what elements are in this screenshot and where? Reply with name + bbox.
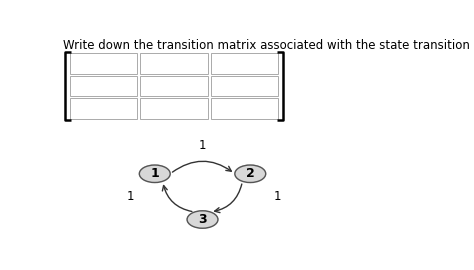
Text: 1: 1 [199,139,206,152]
Text: 1: 1 [127,190,135,203]
Text: 3: 3 [198,213,207,226]
Circle shape [187,211,218,228]
Text: 1: 1 [150,167,159,180]
Bar [70,53,137,74]
FancyArrowPatch shape [215,184,242,212]
Bar [70,76,137,96]
Bar [211,53,278,74]
FancyArrowPatch shape [173,161,231,172]
Bar [140,98,208,119]
Circle shape [139,165,170,183]
Bar [140,76,208,96]
Text: 1: 1 [274,190,282,203]
Bar [70,98,137,119]
FancyArrowPatch shape [163,185,192,211]
Circle shape [235,165,266,183]
Text: 2: 2 [246,167,255,180]
Text: Write down the transition matrix associated with the state transition diagram.: Write down the transition matrix associa… [63,39,474,52]
Bar [211,76,278,96]
Bar [211,98,278,119]
Bar [140,53,208,74]
